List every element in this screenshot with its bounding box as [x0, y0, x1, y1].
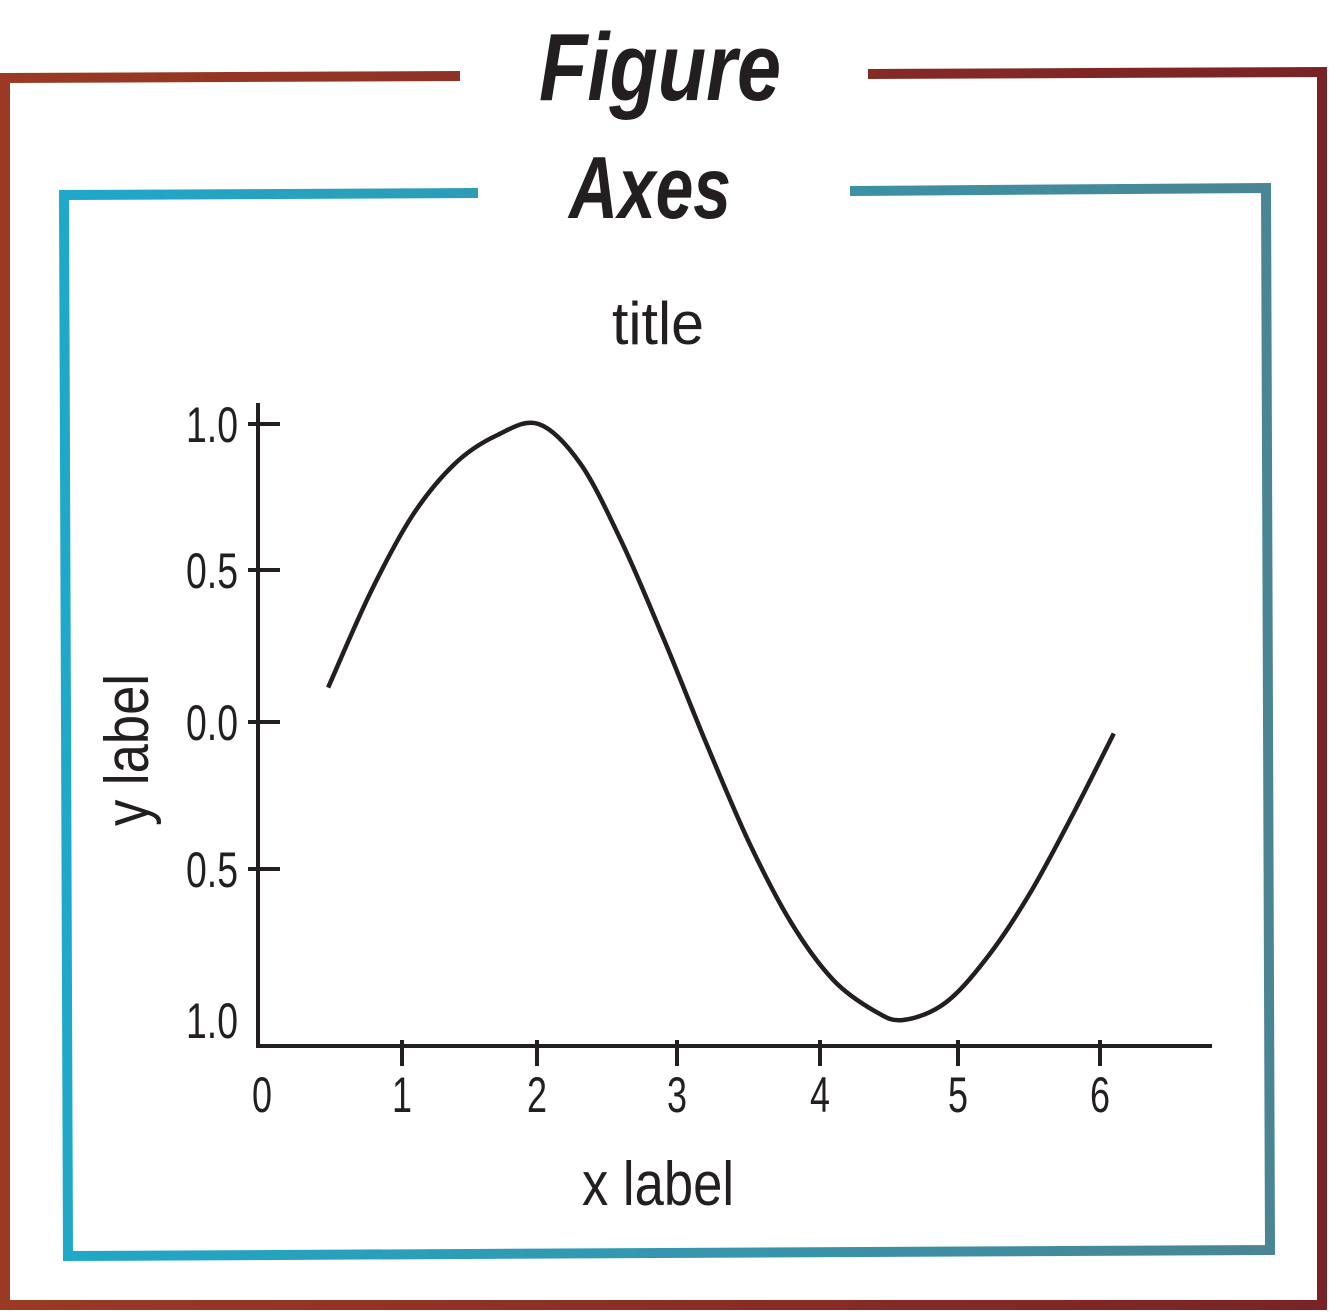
data-line	[326, 420, 1116, 1023]
x-axis-label: x label	[582, 1150, 734, 1219]
y-axis-label: y label	[93, 674, 162, 826]
x-tick-label: 5	[948, 1067, 968, 1123]
y-tick-label: 0.5	[186, 842, 238, 898]
x-axis-ticks: 0 1 2 3 4 5 6	[252, 1040, 1110, 1123]
x-tick-label: 1	[392, 1067, 412, 1123]
x-tick-label: 3	[667, 1067, 687, 1123]
x-tick-label: 0	[252, 1067, 272, 1123]
figure-frame	[0, 66, 1327, 1310]
x-tick-label: 2	[527, 1067, 547, 1123]
figure-heading: Figure	[539, 14, 781, 121]
axes-heading: Axes	[567, 138, 731, 237]
x-tick-label: 6	[1090, 1067, 1110, 1123]
y-tick-label: 1.0	[186, 397, 238, 453]
chart-title: title	[612, 290, 704, 357]
y-axis-ticks: 1.0 0.5 0.0 0.5 1.0	[186, 397, 280, 1049]
x-tick-label: 4	[810, 1067, 830, 1123]
y-tick-label: 0.0	[186, 695, 238, 751]
y-tick-label: 1.0	[186, 993, 238, 1049]
y-tick-label: 0.5	[186, 543, 238, 599]
axes-frame	[58, 182, 1276, 1262]
